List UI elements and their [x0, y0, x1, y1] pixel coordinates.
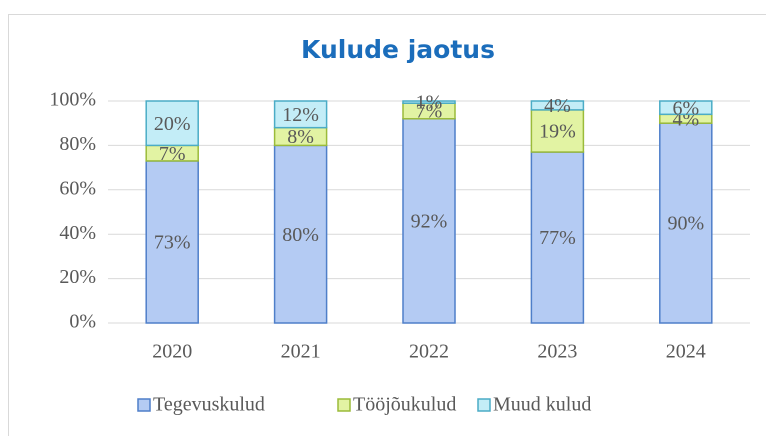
- data-label: 73%: [154, 232, 191, 254]
- bar-segment: [659, 100, 713, 116]
- y-tick-label: 40%: [59, 222, 96, 244]
- data-label: 4%: [544, 95, 571, 117]
- x-tick-label: 2022: [409, 341, 449, 363]
- x-tick-label: 2021: [281, 341, 321, 363]
- bar-segment: [145, 160, 199, 324]
- bar-segment: [145, 100, 199, 147]
- x-tick-label: 2023: [537, 341, 577, 363]
- chart-frame: [8, 14, 766, 436]
- y-tick-label: 80%: [59, 133, 96, 155]
- bar-segment: [530, 151, 585, 324]
- x-tick-label: 2020: [152, 341, 192, 363]
- legend-swatch: [137, 398, 151, 412]
- legend-label: Tegevuskulud: [153, 394, 265, 416]
- y-tick-label: 0%: [69, 311, 96, 333]
- bar-segment: [273, 100, 328, 129]
- legend-label: Tööjõukulud: [353, 394, 456, 416]
- data-label: 77%: [539, 227, 576, 249]
- bar-segment: [273, 144, 328, 324]
- data-label: 20%: [154, 113, 191, 135]
- legend-swatch: [477, 398, 491, 412]
- data-label: 6%: [672, 97, 699, 119]
- data-label: 90%: [667, 213, 704, 235]
- data-label: 8%: [287, 126, 314, 148]
- data-label: 12%: [282, 104, 319, 126]
- data-label: 80%: [282, 224, 319, 246]
- data-label: 7%: [159, 143, 186, 165]
- x-tick-label: 2024: [666, 341, 706, 363]
- bar-segment: [530, 109, 585, 153]
- bar-segment: [530, 100, 585, 111]
- bar-segment: [659, 122, 713, 324]
- bar-segment: [402, 100, 456, 104]
- y-tick-label: 20%: [59, 266, 96, 288]
- legend-swatch: [337, 398, 351, 412]
- data-label: 1%: [416, 92, 443, 114]
- data-label: 19%: [539, 121, 576, 143]
- chart-title: Kulude jaotus: [301, 35, 495, 64]
- y-tick-label: 100%: [49, 89, 96, 111]
- y-tick-label: 60%: [59, 177, 96, 199]
- data-label: 7%: [416, 101, 443, 123]
- data-label: 92%: [411, 210, 448, 232]
- legend-label: Muud kulud: [493, 394, 591, 416]
- bar-segment: [402, 118, 456, 324]
